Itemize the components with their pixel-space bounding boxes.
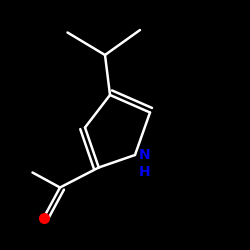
Text: N: N [139, 148, 151, 162]
Text: H: H [139, 166, 151, 179]
